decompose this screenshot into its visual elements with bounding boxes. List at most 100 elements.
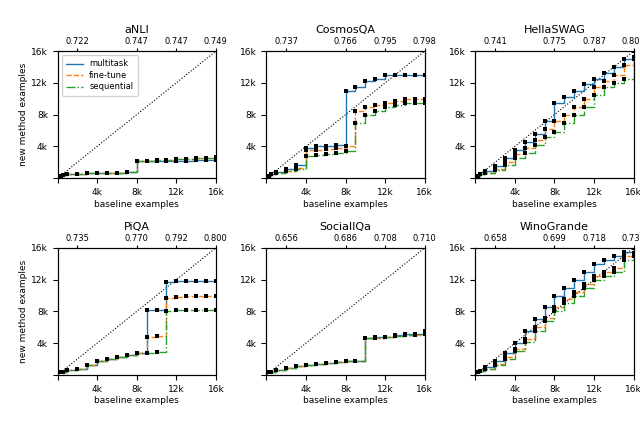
multitask bbox=[531, 140, 538, 145]
sequential bbox=[312, 153, 320, 158]
sequential bbox=[476, 368, 484, 374]
multitask bbox=[302, 364, 310, 369]
fine-tune bbox=[59, 173, 67, 178]
fine-tune bbox=[74, 172, 81, 177]
fine-tune bbox=[421, 96, 429, 101]
multitask bbox=[182, 158, 190, 163]
sequential bbox=[133, 169, 141, 174]
fine-tune bbox=[133, 169, 141, 174]
fine-tune bbox=[322, 147, 330, 152]
fine-tune bbox=[481, 172, 489, 177]
fine-tune bbox=[266, 173, 273, 178]
fine-tune bbox=[550, 315, 558, 320]
sequential bbox=[371, 108, 379, 113]
sequential bbox=[202, 155, 210, 161]
multitask bbox=[561, 100, 568, 105]
fine-tune bbox=[63, 172, 71, 177]
sequential bbox=[113, 357, 121, 362]
multitask bbox=[103, 170, 111, 175]
sequential bbox=[268, 172, 275, 177]
fine-tune bbox=[492, 170, 499, 175]
sequential bbox=[501, 357, 509, 362]
Legend: multitask, fine-tune, sequential: multitask, fine-tune, sequential bbox=[62, 55, 138, 95]
sequential bbox=[371, 112, 379, 117]
fine-tune bbox=[590, 273, 598, 278]
fine-tune bbox=[421, 333, 429, 338]
multitask bbox=[630, 57, 637, 62]
multitask bbox=[570, 285, 578, 290]
fine-tune bbox=[268, 370, 275, 375]
multitask bbox=[163, 158, 170, 163]
fine-tune bbox=[371, 336, 379, 341]
fine-tune bbox=[182, 156, 190, 161]
sequential bbox=[351, 120, 359, 125]
sequential bbox=[401, 103, 409, 108]
sequential bbox=[590, 104, 598, 109]
X-axis label: aNLI: aNLI bbox=[124, 25, 149, 35]
fine-tune bbox=[561, 112, 568, 117]
fine-tune bbox=[474, 173, 482, 178]
multitask bbox=[620, 249, 628, 254]
multitask bbox=[153, 159, 161, 164]
sequential bbox=[312, 153, 320, 158]
sequential bbox=[57, 173, 65, 178]
sequential bbox=[550, 134, 558, 139]
multitask bbox=[63, 369, 71, 374]
multitask bbox=[421, 72, 429, 78]
sequential bbox=[93, 359, 101, 364]
sequential bbox=[362, 336, 369, 341]
sequential bbox=[476, 370, 484, 375]
multitask bbox=[550, 293, 558, 298]
Line: fine-tune: fine-tune bbox=[478, 58, 634, 176]
fine-tune bbox=[391, 334, 399, 340]
multitask bbox=[266, 370, 273, 375]
sequential bbox=[531, 142, 538, 147]
fine-tune bbox=[93, 363, 101, 368]
sequential bbox=[212, 155, 220, 161]
multitask bbox=[501, 155, 509, 161]
X-axis label: CosmosQA: CosmosQA bbox=[316, 25, 376, 35]
multitask bbox=[421, 332, 429, 337]
sequential bbox=[570, 112, 578, 117]
fine-tune bbox=[570, 297, 578, 302]
sequential bbox=[192, 307, 200, 312]
sequential bbox=[342, 151, 349, 156]
sequential bbox=[590, 285, 598, 290]
fine-tune bbox=[322, 146, 330, 151]
multitask bbox=[332, 360, 340, 366]
Line: sequential: sequential bbox=[269, 103, 425, 176]
multitask bbox=[561, 285, 568, 290]
multitask bbox=[103, 357, 111, 362]
multitask bbox=[153, 307, 161, 312]
fine-tune bbox=[580, 289, 588, 294]
multitask bbox=[381, 72, 389, 78]
fine-tune bbox=[268, 369, 275, 374]
fine-tune bbox=[83, 171, 91, 176]
sequential bbox=[620, 257, 628, 262]
fine-tune bbox=[521, 145, 529, 150]
sequential bbox=[163, 157, 170, 162]
sequential bbox=[521, 339, 529, 344]
fine-tune bbox=[123, 352, 131, 357]
sequential bbox=[481, 367, 489, 372]
sequential bbox=[421, 100, 429, 105]
fine-tune bbox=[630, 63, 637, 68]
multitask bbox=[74, 366, 81, 371]
multitask bbox=[83, 171, 91, 176]
sequential bbox=[332, 360, 340, 366]
fine-tune bbox=[600, 79, 608, 84]
multitask bbox=[123, 170, 131, 175]
fine-tune bbox=[550, 118, 558, 124]
X-axis label: baseline examples: baseline examples bbox=[303, 396, 388, 406]
multitask bbox=[202, 279, 210, 284]
fine-tune bbox=[411, 333, 419, 338]
Line: sequential: sequential bbox=[478, 59, 634, 176]
sequential bbox=[561, 120, 568, 125]
sequential bbox=[302, 167, 310, 172]
fine-tune bbox=[421, 332, 429, 337]
multitask bbox=[172, 158, 180, 163]
sequential bbox=[411, 100, 419, 105]
fine-tune bbox=[192, 294, 200, 299]
multitask bbox=[492, 359, 499, 364]
fine-tune bbox=[421, 96, 429, 101]
